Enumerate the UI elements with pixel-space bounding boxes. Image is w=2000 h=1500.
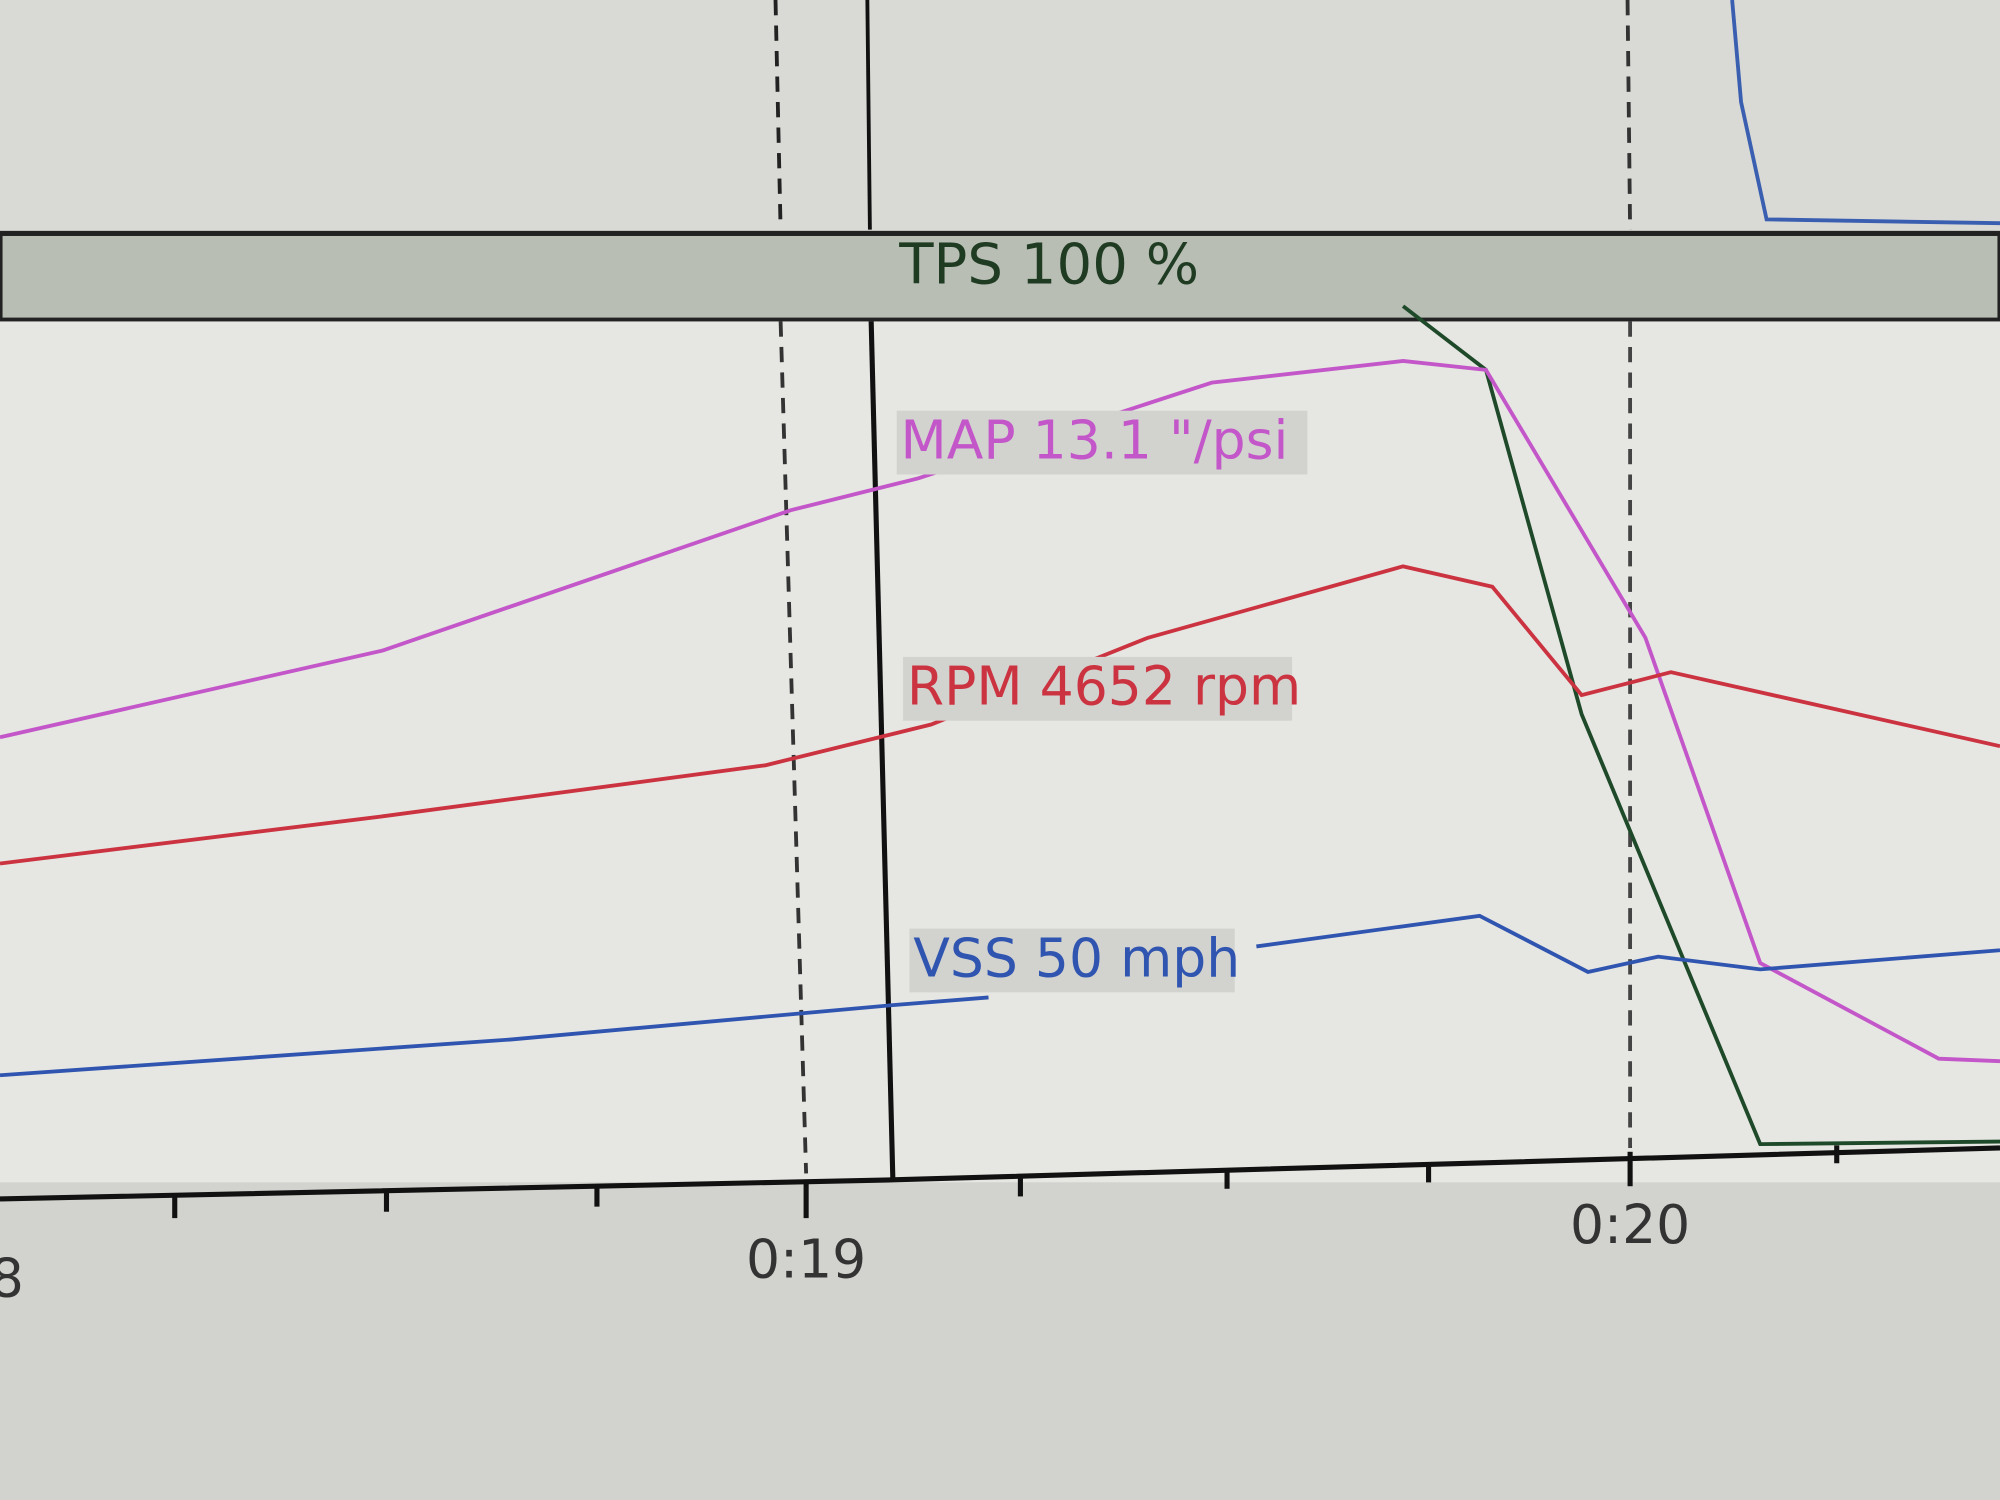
map-trace (0, 359, 2000, 1064)
time-label: 0:20 (1570, 1193, 1690, 1256)
marker-line (773, 0, 783, 230)
channel-header (0, 230, 2000, 323)
readout-background (896, 410, 1308, 475)
top-panel (0, 0, 2000, 236)
vss-trace (1256, 913, 2000, 974)
axis-area (0, 1182, 2000, 1500)
readout-background (903, 656, 1293, 721)
map-readout: MAP 13.1 "/psi (901, 409, 1289, 472)
top-trace (1730, 0, 2000, 226)
marker-line (1625, 0, 1633, 230)
cursor-line (868, 321, 896, 1180)
readout-background (909, 928, 1235, 993)
marker-line (778, 321, 809, 1174)
cursor-line (865, 0, 872, 230)
time-label: 0:19 (746, 1227, 866, 1290)
rpm-trace (0, 564, 2000, 866)
time-label: 8 (0, 1247, 24, 1310)
channel-header-label: TPS 100 % (898, 232, 1199, 297)
axis-ticks (172, 1145, 1840, 1219)
tps-trace (1401, 304, 2000, 1147)
vss-readout: VSS 50 mph (913, 926, 1240, 989)
vss-trace (0, 995, 989, 1078)
rpm-readout: RPM 4652 rpm (907, 655, 1301, 718)
